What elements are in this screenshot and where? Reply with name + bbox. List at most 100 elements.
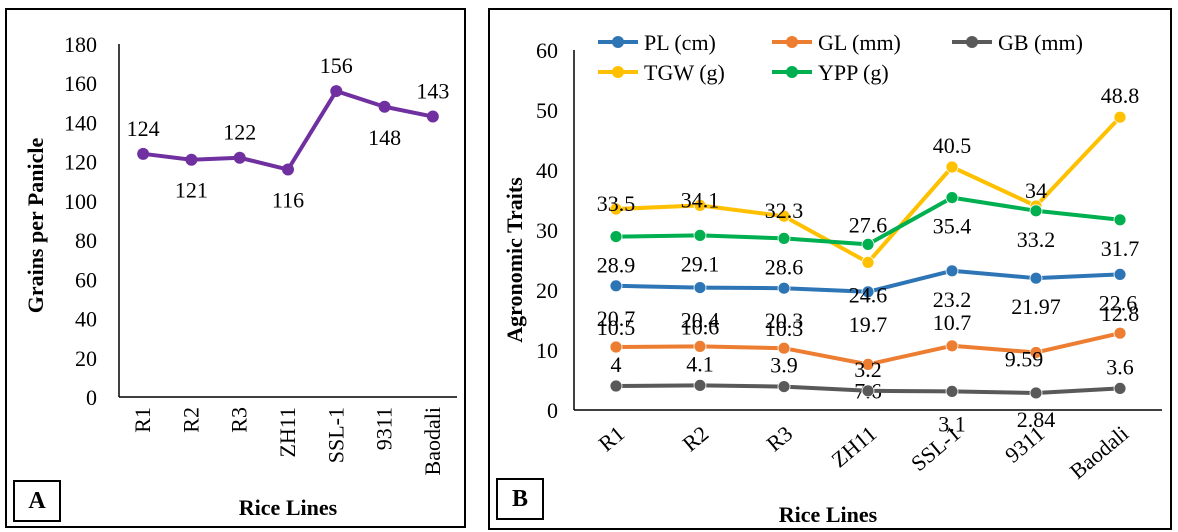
data-label: 4.1 [686,351,714,376]
legend-label: YPP (g) [818,60,889,85]
data-label: 122 [223,120,256,145]
data-point [1113,326,1127,340]
data-label: 20.3 [765,308,804,333]
y-tick-label: 60 [536,38,558,63]
data-label: 3.9 [770,353,798,378]
data-label: 24.6 [849,282,888,307]
data-label: 21.97 [1011,294,1061,319]
panel-tag-b: B [496,478,544,520]
y-tick-label: 10 [536,338,558,363]
data-point [693,228,707,242]
data-point [282,163,294,176]
data-point [861,384,875,398]
data-label: 35.4 [933,214,972,239]
data-point [693,339,707,353]
data-point [1113,110,1127,124]
data-label: 33.2 [1017,227,1056,252]
data-label: 34 [1025,178,1047,203]
data-label: 121 [175,178,208,203]
data-label: 116 [272,188,304,213]
legend-swatch-marker [612,36,624,48]
legend-label: GB (mm) [998,30,1083,55]
data-point [945,264,959,278]
y-tick-label: 160 [64,71,97,96]
data-label: 31.7 [1101,236,1140,261]
x-tick-label: Baodali [420,407,445,475]
data-label: 4 [611,352,622,377]
data-point [1029,346,1043,359]
y-tick-label: 60 [75,267,97,292]
data-point [426,110,439,123]
data-label: 28.9 [597,253,636,278]
y-tick-label: 0 [547,398,558,423]
data-point [1113,267,1127,281]
data-label: 124 [127,116,160,141]
y-axis-title: Grains per Panicle [23,137,48,313]
data-label: 40.5 [933,133,972,158]
data-label: 33.5 [597,191,636,216]
y-tick-label: 20 [536,278,558,303]
data-label: 10.5 [597,315,636,340]
y-tick-label: 50 [536,98,558,123]
x-tick-label: R2 [178,407,203,433]
data-point [945,160,959,174]
data-point [777,281,791,295]
x-tick-label: R1 [593,421,629,457]
x-tick-label: Baodali [1065,421,1133,484]
data-point [693,378,707,392]
data-label: 10.3 [765,316,804,341]
data-label: 22.6 [1099,290,1138,315]
data-label: 3.6 [1106,354,1134,379]
data-label: 143 [416,79,449,104]
data-point [609,379,623,393]
data-label: 48.8 [1101,83,1140,108]
chart-panel-a: 0 20 40 60 80 100 120 140 160 180 R1 R2 R3 ZH11 SSL-1 9… [5,8,466,528]
data-point [185,153,198,166]
x-axis-title: Rice Lines [239,495,338,520]
data-label: 9.59 [1005,346,1044,371]
x-tick-label: R2 [677,421,713,457]
legend-swatch-marker [966,36,978,48]
data-point [777,341,791,355]
x-tick-label: R3 [227,407,252,433]
y-tick-label: 120 [64,150,97,175]
data-label: 3.2 [854,357,882,382]
data-label: 27.6 [849,212,888,237]
data-label: 10.6 [681,314,720,339]
data-label: 32.3 [765,198,804,223]
y-tick-label: 30 [536,218,558,243]
data-point [945,339,959,353]
y-tick-label: 180 [64,32,97,57]
data-point [330,85,343,98]
legend-label: PL (cm) [644,30,716,55]
data-point [137,147,150,160]
data-point [609,230,623,244]
data-point [609,279,623,293]
data-point [945,191,959,205]
data-label: 28.6 [765,254,804,279]
x-tick-label: R3 [761,421,797,457]
legend-swatch-marker [612,66,624,78]
data-label: 10.7 [933,310,972,335]
data-label: 3.1 [938,411,966,436]
data-point [861,285,875,299]
data-point [777,209,791,223]
y-tick-label: 20 [75,346,97,371]
data-point [378,100,391,113]
y-tick-label: 40 [75,307,97,332]
data-label: 23.2 [933,287,972,312]
x-tick-label: 9311 [372,407,397,450]
x-tick-label: ZH11 [826,421,881,473]
chart-panel-b: 0 10 20 30 40 50 60 R1 R2 R3 ZH11 SSL-1 9311 Baodali R… [488,8,1172,530]
y-axis-title: Agronomic Traits [502,177,527,343]
data-point [233,151,246,164]
data-point [945,384,959,398]
x-tick-label: ZH11 [275,407,300,458]
data-point [861,255,875,269]
data-point [1113,381,1127,395]
data-point [777,231,791,245]
panel-tag-a: A [13,480,61,522]
y-tick-label: 140 [64,110,97,135]
legend-swatch-marker [786,66,798,78]
